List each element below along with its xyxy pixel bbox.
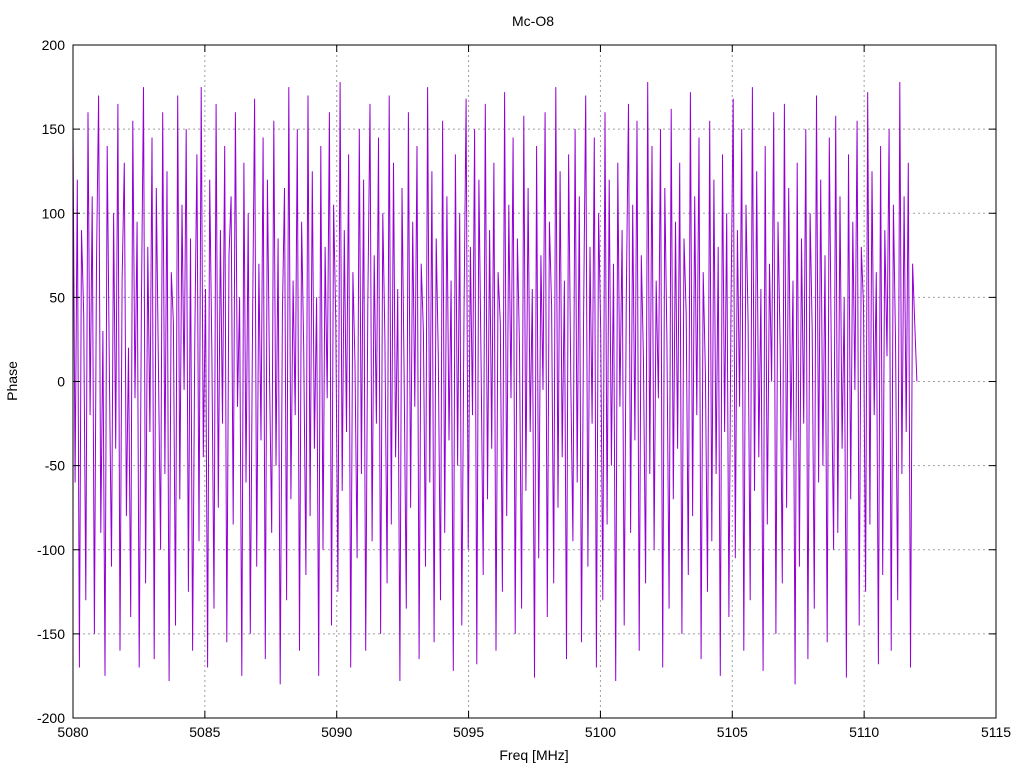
x-tick-label: 5095: [453, 724, 484, 740]
plot-border: [72, 44, 997, 719]
x-tick-label: 5080: [57, 724, 88, 740]
y-tick-label: -150: [37, 626, 65, 642]
x-tick-label: 5085: [189, 724, 220, 740]
y-tick-label: -100: [37, 542, 65, 558]
axes: [72, 44, 997, 719]
tick-labels: 5080 5085 5090 5095 5100 5105 5110 5115 -200 -150…: [37, 37, 1011, 740]
y-tick-label: 200: [42, 37, 66, 53]
x-tick-label: 5090: [321, 724, 352, 740]
y-tick-label: 0: [57, 374, 65, 390]
y-tick-label: -200: [37, 710, 65, 726]
x-axis-label: Freq [MHz]: [499, 747, 568, 763]
y-tick-label: -50: [45, 458, 65, 474]
y-axis-label: Phase: [4, 361, 20, 401]
y-tick-label: 50: [49, 289, 65, 305]
x-tick-label: 5105: [717, 724, 748, 740]
phase-series-line: [72, 81, 918, 685]
chart-title: Mc-O8: [512, 13, 554, 29]
y-tick-label: 100: [42, 205, 66, 221]
x-tick-label: 5115: [981, 724, 1011, 740]
y-tick-label: 150: [42, 121, 66, 137]
x-tick-label: 5110: [849, 724, 879, 740]
series-layer: [72, 81, 918, 685]
x-tick-label: 5100: [585, 724, 616, 740]
